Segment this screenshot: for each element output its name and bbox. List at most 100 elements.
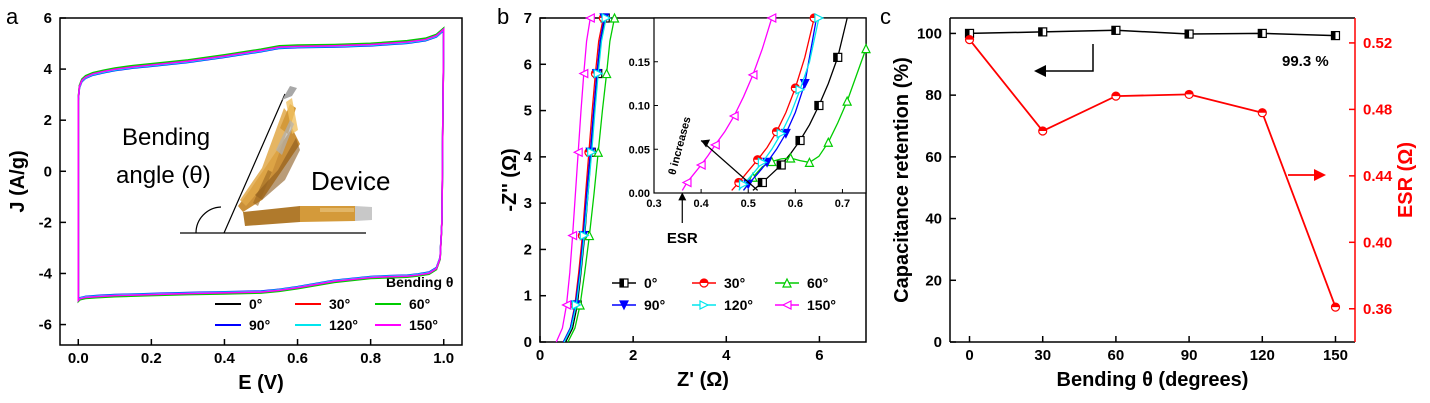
x-tick-label-b: 0 (536, 347, 544, 364)
esr-point-half (965, 35, 974, 40)
retention-point-half (1331, 31, 1336, 40)
inset-x-tick-label: 0.7 (835, 198, 850, 210)
inset-point-0 (795, 135, 805, 146)
inset-point-0-half (758, 178, 763, 187)
nyquist-point-5 (567, 230, 578, 241)
retention-point-half (1111, 26, 1116, 35)
esr-line (968, 39, 1337, 308)
legend-marker-b-half (700, 279, 708, 283)
nyquist-point-4 (593, 68, 604, 79)
y2-tick-label-c: 0.48 (1363, 101, 1392, 118)
y-tick-label-b: 1 (524, 288, 532, 305)
panel-label-a: a (6, 4, 19, 29)
nyquist-point-4 (587, 147, 598, 158)
panel-b-chart: 0 2 4 6 0 1 2 3 4 5 6 7 Z' (Ω) -Z'' (Ω) 0° 30° 60° 90° 120… (499, 10, 871, 391)
inset-y-tick-label: 0.10 (629, 101, 650, 113)
y-tick-label-b: 4 (524, 149, 533, 166)
y2-tick-label-c: 0.36 (1363, 301, 1392, 318)
esr-point (1184, 89, 1194, 100)
inset-point-5 (728, 111, 739, 121)
inset-y-tick-label: 0.15 (629, 57, 650, 69)
x-tick-label-a: 0.0 (68, 350, 89, 367)
retention-axis-arrow-head (1034, 65, 1046, 77)
cv-curve-5 (77, 27, 445, 303)
nyquist-point-4 (579, 230, 590, 241)
y2-tick-label-c: 0.40 (1363, 234, 1392, 251)
esr-point (1330, 302, 1341, 312)
y-tick-label-c: 40 (925, 211, 942, 228)
inset-y-tick-label: 0.05 (629, 144, 650, 156)
inset-point-0 (776, 160, 786, 170)
inset-y-tick-label: 0.00 (629, 188, 650, 200)
annotation-device: Device (311, 166, 390, 196)
inset-point-2 (861, 43, 871, 54)
y-tick-label-a: 4 (44, 61, 53, 78)
x-tick-label-c: 90 (1181, 347, 1198, 364)
nyquist-point-2 (609, 12, 620, 23)
x-tick-label-a: 0.2 (141, 350, 162, 367)
esr-axis-arrow-head (1314, 169, 1326, 181)
esr-point-half (1038, 126, 1047, 131)
nyquist-line-2 (567, 17, 616, 343)
y-tick-label-b: 6 (524, 56, 532, 73)
y2-axis-label-c: ESR (Ω) (1395, 142, 1417, 218)
nyquist-point-2 (601, 68, 612, 79)
inset-point-0 (757, 177, 767, 188)
inset-line-5 (681, 17, 773, 191)
inset-annotation-esr: ESR (667, 230, 698, 247)
legend-label-b: 120° (724, 297, 753, 313)
x-tick-label-a: 0.4 (214, 350, 236, 367)
legend-label-a: 30° (329, 296, 350, 312)
x-tick-label-b: 4 (722, 347, 731, 364)
panel-label-c: c (880, 4, 891, 29)
legend-marker-b (781, 300, 792, 310)
retention-point-half (1185, 30, 1190, 39)
esr-point (1111, 91, 1121, 101)
y2-tick-label-c: 0.52 (1363, 35, 1392, 52)
x-tick-label-a: 0.8 (360, 350, 381, 367)
inset-frame-b (653, 17, 867, 194)
legend-label-b: 30° (724, 275, 745, 291)
legend-marker-b (619, 278, 629, 288)
nyquist-point-5 (561, 300, 572, 310)
legend-marker-b (699, 300, 710, 310)
esr-point (1038, 126, 1048, 136)
inset-point-0-half (833, 53, 838, 62)
inset-point-4 (738, 179, 749, 190)
legend-label-b: 150° (807, 297, 836, 313)
inset-point-0 (833, 52, 843, 62)
legend-label-a: 0° (249, 296, 262, 312)
legend-marker-b (782, 277, 792, 288)
nyquist-point-4 (601, 13, 612, 23)
x-tick-label-c: 30 (1034, 347, 1051, 364)
x-tick-label-c: 0 (965, 347, 973, 364)
x-tick-label-a: 0.6 (287, 350, 308, 367)
x-tick-label-b: 6 (815, 347, 823, 364)
inset-point-4 (814, 13, 825, 23)
inset-x-tick-label: 0.3 (646, 198, 661, 210)
y-tick-label-b: 0 (524, 334, 532, 351)
legend-label-b: 90° (644, 297, 665, 313)
y-axis-label-b: -Z'' (Ω) (499, 148, 521, 211)
x-tick-label-c: 120 (1250, 347, 1275, 364)
inset-point-0-half (777, 161, 782, 169)
y-tick-label-a: -4 (39, 265, 53, 282)
esr-point-half (1185, 90, 1194, 95)
esr-point-half (1258, 108, 1267, 113)
x-axis-label-a: E (V) (238, 372, 284, 394)
retention-point-half (1258, 29, 1263, 38)
legend-label-a: 90° (249, 317, 270, 333)
esr-point-half (1331, 303, 1340, 308)
inset-arrow-head (701, 139, 711, 148)
nyquist-line-5 (555, 17, 591, 343)
y-tick-label-c: 60 (925, 149, 942, 166)
y-tick-label-a: -2 (39, 214, 52, 231)
y-tick-label-b: 7 (524, 10, 532, 27)
x-tick-label-c: 60 (1108, 347, 1125, 364)
inset-point-5 (709, 139, 720, 150)
retention-axis-arrow (1040, 44, 1094, 72)
inset-point-2 (804, 157, 815, 167)
x-tick-label-b: 2 (629, 347, 637, 364)
inset-line-1 (731, 17, 815, 191)
